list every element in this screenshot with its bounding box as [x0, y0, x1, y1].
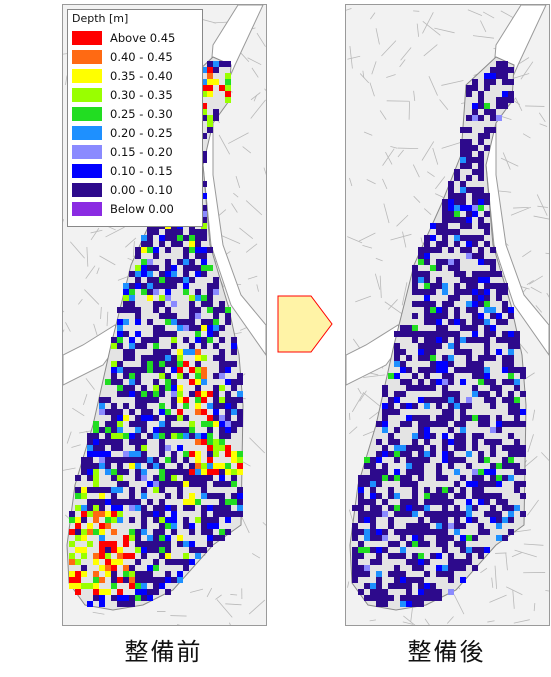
legend-swatch — [72, 163, 102, 178]
legend-entry: 0.30 - 0.35 — [72, 85, 198, 104]
legend-entry: 0.15 - 0.20 — [72, 142, 198, 161]
legend-entry: Below 0.00 — [72, 199, 198, 218]
legend-swatch — [72, 68, 102, 83]
legend-label: 0.25 - 0.30 — [110, 106, 173, 121]
legend-label: 0.40 - 0.45 — [110, 49, 173, 64]
legend-entry: 0.35 - 0.40 — [72, 66, 198, 85]
legend-label: 0.20 - 0.25 — [110, 125, 173, 140]
legend-swatch — [72, 49, 102, 64]
legend-label: 0.10 - 0.15 — [110, 163, 173, 178]
legend-swatch — [72, 106, 102, 121]
caption-after: 整備後 — [407, 638, 486, 666]
legend-label: 0.15 - 0.20 — [110, 144, 173, 159]
flood-depth-map-after — [346, 5, 549, 625]
legend-swatch — [72, 87, 102, 102]
legend-label: Above 0.45 — [110, 30, 176, 45]
legend-entry: 0.40 - 0.45 — [72, 47, 198, 66]
legend-swatch — [72, 125, 102, 140]
legend-label: Below 0.00 — [110, 201, 174, 216]
legend-swatch — [72, 30, 102, 45]
legend-swatch — [72, 182, 102, 197]
legend-label: 0.00 - 0.10 — [110, 182, 173, 197]
legend-entry: 0.00 - 0.10 — [72, 180, 198, 199]
caption-before: 整備前 — [124, 638, 203, 666]
right-arrow-icon — [277, 295, 333, 353]
legend-label: 0.30 - 0.35 — [110, 87, 173, 102]
map-panel-after — [345, 4, 550, 626]
legend-title: Depth [m] — [72, 12, 129, 25]
legend-swatch — [72, 144, 102, 159]
legend-label: 0.35 - 0.40 — [110, 68, 173, 83]
legend-entry: 0.20 - 0.25 — [72, 123, 198, 142]
legend-entry: 0.10 - 0.15 — [72, 161, 198, 180]
legend-swatch — [72, 201, 102, 216]
map-panel-before: Depth [m] Above 0.45 0.40 - 0.45 0.35 - … — [62, 4, 267, 626]
depth-legend: Depth [m] Above 0.45 0.40 - 0.45 0.35 - … — [67, 9, 203, 227]
legend-entry: Above 0.45 — [72, 28, 198, 47]
legend-entry: 0.25 - 0.30 — [72, 104, 198, 123]
